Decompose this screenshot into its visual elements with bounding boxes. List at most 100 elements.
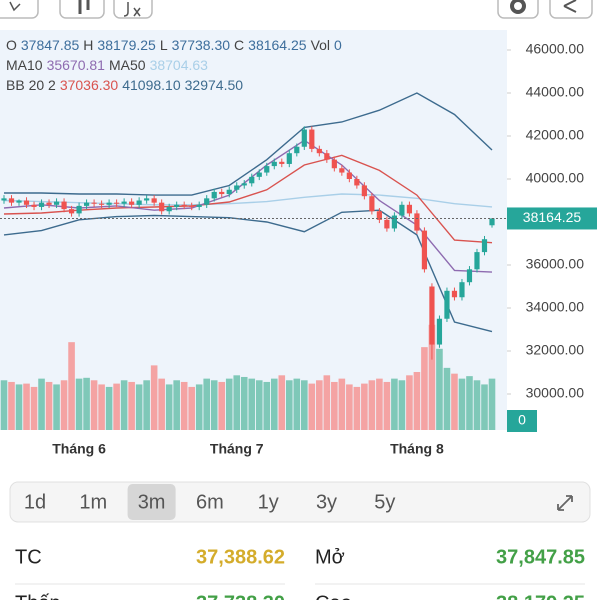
stats-table: TC 37,388.62 Mở 37,847.85 Thấp 37,738.30 Cao 38… (15, 546, 585, 600)
volume-bar (391, 378, 398, 430)
candle-body (234, 185, 240, 190)
range-option[interactable]: 1m (79, 491, 107, 513)
volume-bar (316, 380, 323, 430)
volume-bar (158, 378, 165, 430)
volume-bar (75, 378, 83, 430)
candle-body (301, 129, 307, 147)
volume-bar (225, 378, 233, 430)
x-tick-label: Tháng 8 (390, 441, 444, 457)
settings-button[interactable] (497, 0, 539, 19)
candle-body (83, 202, 90, 206)
volume-bar (436, 348, 443, 430)
y-tick-label: 42000.00 (526, 127, 585, 143)
volume-bar (466, 376, 473, 430)
volume-bar (0, 380, 8, 430)
x-tick-label: Tháng 7 (210, 441, 264, 457)
range-option[interactable]: 6m (196, 491, 224, 513)
volume-zero-label: 0 (518, 412, 526, 428)
volume-bar (8, 381, 15, 430)
candle-body (474, 252, 480, 270)
candle-body (309, 129, 315, 149)
indicator-tool[interactable] (113, 0, 153, 19)
volume-bar (233, 375, 241, 430)
indicator-line (3, 139, 493, 273)
last-price-label: 38164.25 (523, 209, 582, 225)
candle-body (294, 146, 300, 154)
volume-bar (128, 381, 135, 430)
legend-text: 37847.85 (21, 37, 80, 53)
volume-bar (173, 380, 180, 430)
volume-bar (90, 380, 98, 430)
hand-tool[interactable] (0, 0, 39, 19)
candle-body (46, 202, 52, 205)
range-option[interactable]: 1d (24, 491, 46, 513)
volume-bar (180, 381, 188, 430)
volume-bar (30, 386, 38, 430)
share-button[interactable] (549, 0, 593, 19)
candle-body (421, 230, 428, 270)
candle-body (354, 179, 360, 186)
volume-bar (443, 367, 451, 430)
volume-bar (240, 376, 248, 430)
volume-bar (383, 381, 391, 430)
stat-value: 37,847.85 (496, 546, 585, 568)
volume-bar (406, 375, 413, 430)
range-option[interactable]: 3m (138, 491, 166, 513)
range-selected (127, 484, 176, 520)
y-tick-label: 46000.00 (526, 41, 585, 57)
volume-bar (421, 347, 428, 430)
candle-body (38, 202, 45, 207)
range-option[interactable]: 3y (316, 491, 337, 513)
candle-body (436, 318, 443, 345)
volume-bar (428, 324, 436, 430)
legend-text: BB 20 2 (6, 77, 56, 93)
range-option[interactable]: 1y (258, 491, 279, 513)
volume-bar (98, 384, 105, 430)
legend-text: H (83, 37, 93, 53)
x-tick-label: Tháng 6 (52, 441, 106, 457)
volume-bar (398, 380, 406, 430)
fx-icon (123, 2, 141, 17)
candle-body (481, 239, 488, 253)
volume-bar (293, 378, 301, 430)
candle-body (16, 200, 22, 203)
candle-body (23, 200, 30, 205)
volume-bar (165, 384, 173, 430)
candle-body (316, 148, 322, 154)
volume-bar (255, 380, 263, 430)
candle-body (166, 206, 172, 212)
candle-body (196, 204, 202, 207)
gear-icon (510, 0, 526, 14)
range-buttons: 1d 1m 3m 6m 1y 3y 5y (24, 484, 395, 520)
candle-body (249, 176, 255, 184)
volume-bar (15, 384, 23, 430)
candle-body (151, 198, 157, 203)
stat-label: Mở (315, 546, 345, 568)
candle-body (286, 153, 292, 164)
legend-text: MA50 (109, 57, 146, 73)
candle-body (136, 200, 142, 205)
range-option[interactable]: 5y (374, 491, 395, 513)
candle-body (174, 204, 180, 207)
candle-body (99, 203, 105, 205)
candle-tool[interactable] (59, 0, 105, 19)
stat-value: 37,738.30 (196, 592, 285, 600)
volume-bar (458, 378, 466, 430)
volume-bar (376, 378, 383, 430)
candle-body (384, 219, 390, 229)
volume-bar (353, 386, 361, 430)
candle-body (324, 153, 330, 160)
candle-body (339, 168, 345, 173)
last-price-box (507, 207, 597, 230)
volume-bar (308, 383, 316, 430)
volume-bar (210, 380, 218, 430)
volume-bar (23, 383, 30, 430)
candle-body (121, 201, 127, 204)
candle-body (429, 286, 435, 345)
candle-body (114, 202, 120, 204)
expand-icon[interactable] (557, 495, 573, 511)
legend-line: O 37847.85 H 38179.25 L 37738.30 C 38164.25 Vol 0 (6, 37, 342, 53)
y-tick-label: 40000.00 (526, 170, 585, 186)
volume-bar (270, 378, 278, 430)
